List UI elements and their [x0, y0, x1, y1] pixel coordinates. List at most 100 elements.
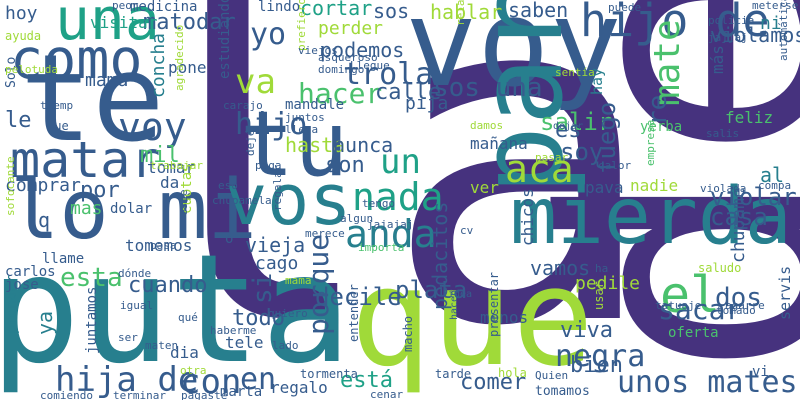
cloud-word: relación [454, 0, 467, 26]
cloud-word: servis [776, 265, 794, 320]
cloud-word: mate [647, 19, 688, 106]
cloud-word: trola [343, 57, 434, 92]
cloud-word: pava [585, 178, 624, 197]
cloud-word: cortar [300, 0, 373, 20]
cloud-word: pedile [575, 273, 641, 294]
cloud-word: hoy [5, 3, 38, 24]
cloud-word: un [380, 142, 421, 182]
cloud-word: oferta [668, 325, 719, 341]
cloud-word: mama [285, 274, 312, 287]
cloud-word: quiero [268, 307, 308, 320]
cloud-word: merece [305, 227, 345, 240]
cloud-word: tomamos [535, 384, 590, 399]
cloud-word: nada [352, 175, 444, 219]
cloud-word: nunca [333, 133, 394, 157]
cloud-word: pagaste [181, 389, 228, 400]
cloud-word: voy [118, 105, 187, 149]
cloud-word: tatuaje [655, 299, 702, 312]
cloud-word: sofocante [4, 156, 17, 216]
cloud-word: chupamela [212, 194, 272, 207]
cloud-word: está [340, 368, 393, 393]
cloud-word: asqueroso [318, 51, 378, 64]
cloud-word: tomemos [125, 236, 193, 255]
cloud-word: aca [505, 147, 574, 191]
cloud-word: unos mates [617, 365, 798, 400]
cloud-word: llega [285, 123, 319, 136]
cloud-word: eso [218, 179, 238, 192]
cloud-word: bien [570, 353, 623, 378]
cloud-word: ha [595, 262, 609, 275]
cloud-word: dos [715, 283, 762, 313]
cloud-word: pasa [150, 239, 177, 252]
cloud-word: cv [460, 224, 474, 237]
cloud-word: jose [5, 277, 39, 293]
cloud-word: puede [608, 1, 642, 14]
cloud-word: comer [460, 370, 527, 395]
cloud-word: va [235, 62, 276, 102]
cloud-word: tomado [716, 304, 756, 317]
cloud-word: lindo [258, 0, 301, 15]
cloud-word: son [325, 153, 365, 178]
cloud-word: al [760, 163, 785, 187]
cloud-word: hablar [430, 0, 503, 24]
cloud-word: dejé [244, 129, 257, 157]
cloud-word: hijo de [580, 0, 770, 47]
cloud-word: sos una [433, 73, 543, 103]
cloud-word: plata [395, 276, 468, 304]
cloud-word: llame [42, 251, 85, 267]
cloud-word: pija [405, 93, 449, 114]
cloud-word: pedacitos [428, 201, 452, 310]
cloud-word: lo mi [10, 163, 257, 258]
cloud-word: terminar [113, 389, 166, 400]
cloud-word: ver [470, 178, 499, 197]
cloud-word: paga [255, 159, 282, 172]
cloud-word: tormenta [300, 367, 358, 381]
cloud-word: más [708, 45, 727, 74]
cloud-word: viva [560, 318, 613, 343]
cloud-word: entender [347, 284, 361, 342]
cloud-word: saludo [698, 261, 742, 275]
cloud-word: esta [60, 263, 123, 293]
cloud-word: jajjaj [708, 31, 748, 44]
cloud-word: Quien [535, 369, 569, 382]
cloud-word: comiendo [40, 389, 93, 400]
cloud-word: comprar [5, 175, 81, 196]
cloud-word: cago [255, 253, 299, 274]
cloud-word: visitar [90, 13, 158, 32]
cloud-word: carajo [223, 99, 263, 112]
cloud-word: otra [180, 364, 207, 377]
cloud-word: el [660, 266, 721, 324]
cloud-word: chicos [518, 188, 537, 246]
cloud-word: saben [508, 0, 569, 22]
cloud-word: menos [480, 308, 529, 327]
cloud-word: una [55, 0, 160, 53]
cloud-word: dolar [110, 201, 153, 217]
cloud-word: estudiando [217, 0, 233, 79]
cloud-word: tengo [362, 197, 396, 210]
cloud-word: qué [178, 311, 198, 324]
cloud-word: o [225, 231, 234, 247]
cloud-word: sos [373, 0, 410, 23]
cloud-word: peor [112, 0, 139, 12]
cloud-word: agradecido [173, 24, 186, 91]
cloud-word: marta [220, 384, 263, 400]
cloud-word: sacar [658, 293, 743, 326]
cloud-word: hola [498, 366, 527, 380]
cloud-word: q [38, 208, 51, 232]
cloud-word: vi [752, 364, 769, 380]
cloud-word: yerba [640, 119, 683, 135]
cloud-word: violar [710, 183, 797, 211]
cloud-word: salir [540, 108, 613, 136]
cloud-word: en [240, 362, 277, 397]
cloud-word: pasar [535, 151, 569, 164]
cloud-word: casa [710, 203, 768, 231]
cloud-word: idea [448, 289, 473, 300]
cloud-word: matodar [143, 10, 236, 35]
cloud-word: tu [240, 92, 349, 197]
cloud-word: que [350, 239, 594, 396]
cloud-word: le [5, 108, 32, 133]
cloud-word: empresa [644, 119, 657, 166]
cloud-word: haberme [210, 324, 257, 337]
cloud-word: puta [0, 223, 352, 397]
cloud-word: ser [118, 331, 138, 344]
